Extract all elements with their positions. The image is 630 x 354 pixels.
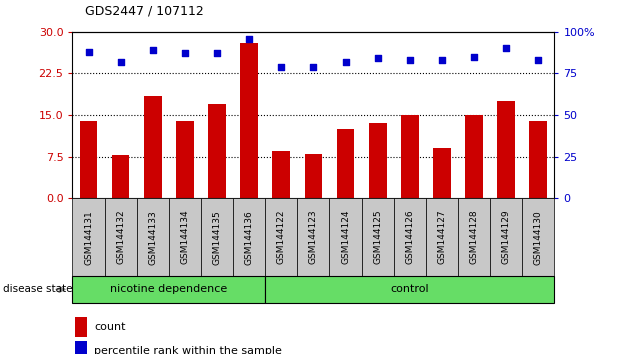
Text: GSM144124: GSM144124 xyxy=(341,210,350,264)
Bar xyxy=(144,96,162,198)
Bar xyxy=(497,101,515,198)
Point xyxy=(533,57,543,63)
Text: GDS2447 / 107112: GDS2447 / 107112 xyxy=(85,5,203,18)
Text: GSM144132: GSM144132 xyxy=(116,210,125,264)
Text: GSM144131: GSM144131 xyxy=(84,210,93,264)
Bar xyxy=(265,276,554,303)
Text: GSM144125: GSM144125 xyxy=(373,210,382,264)
Bar xyxy=(465,115,483,198)
Bar xyxy=(329,198,362,276)
Bar xyxy=(75,317,87,337)
Point xyxy=(308,64,318,70)
Text: GSM144129: GSM144129 xyxy=(501,210,511,264)
Bar xyxy=(272,151,290,198)
Point xyxy=(501,46,511,51)
Bar xyxy=(72,198,105,276)
Point xyxy=(437,57,447,63)
Text: GSM144135: GSM144135 xyxy=(212,210,222,264)
Bar xyxy=(369,124,387,198)
Point xyxy=(469,54,479,59)
Text: GSM144130: GSM144130 xyxy=(534,210,543,264)
Point xyxy=(372,56,382,61)
Bar xyxy=(201,198,233,276)
Bar xyxy=(75,341,87,354)
Bar xyxy=(522,198,554,276)
Point xyxy=(116,59,126,65)
Point xyxy=(212,51,222,56)
Text: percentile rank within the sample: percentile rank within the sample xyxy=(94,346,282,354)
Bar xyxy=(336,129,355,198)
Bar xyxy=(529,121,547,198)
Point xyxy=(340,59,350,65)
Bar xyxy=(362,198,394,276)
Point xyxy=(244,36,254,41)
Text: GSM144128: GSM144128 xyxy=(469,210,479,264)
Point xyxy=(404,57,415,63)
Bar xyxy=(169,198,201,276)
Text: count: count xyxy=(94,322,125,332)
Bar xyxy=(265,198,297,276)
Text: nicotine dependence: nicotine dependence xyxy=(110,284,227,295)
Point xyxy=(276,64,286,70)
Point xyxy=(83,49,94,55)
Text: GSM144123: GSM144123 xyxy=(309,210,318,264)
Bar xyxy=(458,198,490,276)
Text: GSM144126: GSM144126 xyxy=(405,210,415,264)
Bar xyxy=(240,43,258,198)
Text: GSM144127: GSM144127 xyxy=(437,210,447,264)
Text: disease state: disease state xyxy=(3,284,72,295)
Bar xyxy=(433,148,451,198)
Bar xyxy=(208,104,226,198)
Bar xyxy=(426,198,458,276)
Bar xyxy=(72,276,265,303)
Bar xyxy=(297,198,329,276)
Bar xyxy=(233,198,265,276)
Bar xyxy=(112,155,130,198)
Text: GSM144133: GSM144133 xyxy=(148,210,158,264)
Text: GSM144122: GSM144122 xyxy=(277,210,286,264)
Bar xyxy=(401,115,419,198)
Bar xyxy=(105,198,137,276)
Bar xyxy=(304,154,323,198)
Bar xyxy=(176,121,194,198)
Point xyxy=(147,47,158,53)
Text: GSM144134: GSM144134 xyxy=(180,210,190,264)
Point xyxy=(180,51,190,56)
Bar xyxy=(490,198,522,276)
Bar xyxy=(137,198,169,276)
Bar xyxy=(394,198,426,276)
Text: GSM144136: GSM144136 xyxy=(244,210,254,264)
Bar xyxy=(79,121,98,198)
Text: control: control xyxy=(391,284,429,295)
